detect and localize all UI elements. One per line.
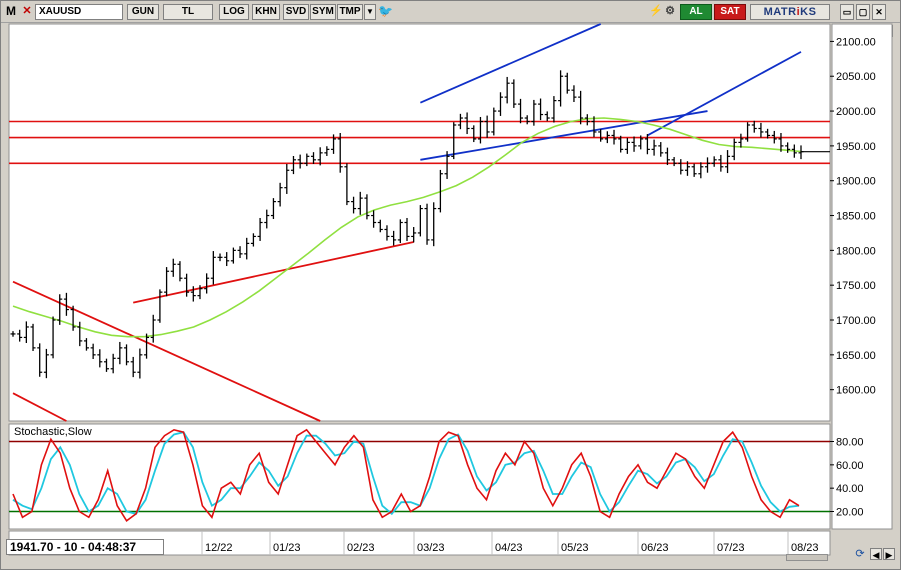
y-tick-label: 1950.00 bbox=[836, 141, 876, 153]
stoch-y-tick-label: 60.00 bbox=[836, 460, 864, 472]
y-tick-label: 1700.00 bbox=[836, 315, 876, 327]
support-trend-line bbox=[133, 241, 414, 304]
price-readout: 1941.70 - 10 - 04:48:37 bbox=[6, 539, 164, 555]
sync-icon[interactable]: ⟳ bbox=[855, 548, 865, 560]
lower-downtrend-line bbox=[12, 392, 67, 422]
stoch-y-tick-label: 80.00 bbox=[836, 437, 864, 449]
log-button[interactable]: LOG bbox=[219, 4, 249, 20]
maximize-button[interactable]: ▢ bbox=[856, 4, 870, 20]
scroll-left-button[interactable]: ◀ bbox=[870, 548, 882, 560]
lightning-icon[interactable]: ⚡ bbox=[649, 5, 663, 17]
y-tick-label: 1750.00 bbox=[836, 280, 876, 292]
app-icon[interactable]: M bbox=[4, 4, 18, 20]
twitter-icon[interactable]: 🐦 bbox=[378, 4, 393, 18]
buy-button[interactable]: AL bbox=[680, 4, 712, 20]
chevron-down-icon[interactable]: ▼ bbox=[364, 4, 376, 20]
chart-toolbar: M ✕ XAUUSD GUN TL LOG KHN SVD SYM TMP ▼ … bbox=[1, 1, 900, 23]
y-tick-label: 1800.00 bbox=[836, 245, 876, 257]
x-tick-label: 05/23 bbox=[561, 542, 589, 554]
stoch-y-tick-label: 40.00 bbox=[836, 483, 864, 495]
tmp-button[interactable]: TMP bbox=[337, 4, 363, 20]
x-tick-label: 01/23 bbox=[273, 542, 301, 554]
settings-icon[interactable]: ⚙ bbox=[665, 5, 675, 17]
channel-lower-line bbox=[420, 110, 708, 161]
symbol-field[interactable]: XAUUSD bbox=[35, 4, 123, 20]
y-tick-label: 1850.00 bbox=[836, 211, 876, 223]
x-tick-label: 04/23 bbox=[495, 542, 523, 554]
long-trend-line bbox=[646, 51, 802, 137]
x-tick-label: 02/23 bbox=[347, 542, 375, 554]
channel-upper-line bbox=[419, 23, 602, 104]
scroll-right-button[interactable]: ▶ bbox=[883, 548, 895, 560]
stochastic-title: Stochastic,Slow bbox=[14, 426, 92, 438]
currency-button[interactable]: TL bbox=[163, 4, 213, 20]
downtrend-line bbox=[12, 280, 321, 422]
y-tick-label: 2000.00 bbox=[836, 106, 876, 118]
x-tick-label: 08/23 bbox=[791, 542, 819, 554]
value-axis bbox=[831, 23, 893, 530]
y-tick-label: 2050.00 bbox=[836, 71, 876, 83]
scrollbar-thumb[interactable] bbox=[786, 554, 828, 561]
y-tick-label: 1600.00 bbox=[836, 385, 876, 397]
close-window-button[interactable]: ✕ bbox=[872, 4, 886, 20]
x-tick-label: 07/23 bbox=[717, 542, 745, 554]
period-button[interactable]: GUN bbox=[127, 4, 159, 20]
sym-button[interactable]: SYM bbox=[310, 4, 336, 20]
minimize-button[interactable]: ▭ bbox=[840, 4, 854, 20]
y-tick-label: 1900.00 bbox=[836, 176, 876, 188]
brand-logo: MATRiKS bbox=[750, 4, 830, 20]
khn-button[interactable]: KHN bbox=[252, 4, 280, 20]
y-tick-label: 2100.00 bbox=[836, 36, 876, 48]
svd-button[interactable]: SVD bbox=[283, 4, 309, 20]
y-tick-label: 1650.00 bbox=[836, 350, 876, 362]
stochastic-k-line bbox=[12, 428, 800, 522]
stoch-y-tick-label: 20.00 bbox=[836, 507, 864, 519]
close-symbol-icon[interactable]: ✕ bbox=[22, 5, 32, 17]
moving-average-line bbox=[12, 117, 802, 338]
x-tick-label: 06/23 bbox=[641, 542, 669, 554]
x-tick-label: 03/23 bbox=[417, 542, 445, 554]
x-tick-label: 12/22 bbox=[205, 542, 233, 554]
sell-button[interactable]: SAT bbox=[714, 4, 746, 20]
